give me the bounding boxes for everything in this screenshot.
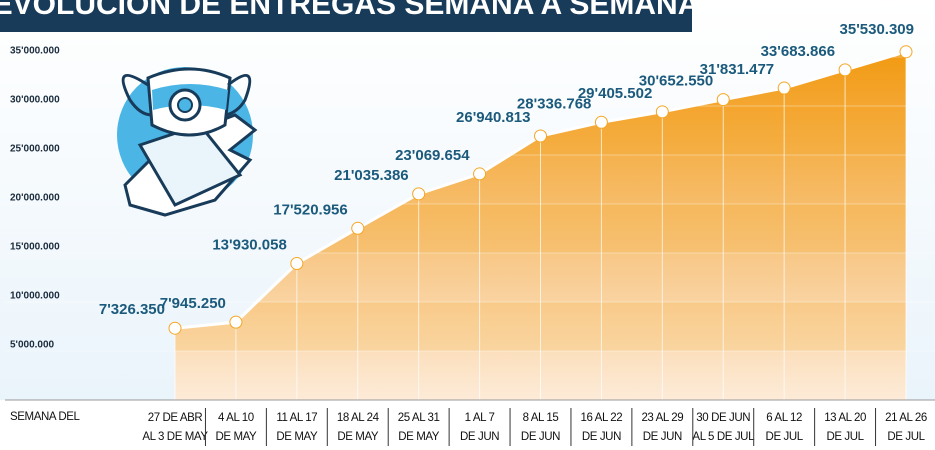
- x-tick-line: DE JUN: [643, 431, 682, 443]
- point: [474, 168, 486, 180]
- x-tick-line: DE JUL: [887, 431, 925, 443]
- chart: 7'326.3507'945.250 13'930.058 17'520.956 21…: [0, 0, 935, 450]
- value-label: 23'069.654: [395, 147, 470, 164]
- y-tick-label: 20'000.000: [10, 193, 60, 204]
- point: [169, 322, 181, 334]
- value-label: 7'945.250: [160, 295, 226, 312]
- x-tick-label: 30 DE JUN AL 5 DE JUL: [692, 412, 755, 443]
- chart-title: EVOLUCIÓN DE ENTREGAS SEMANA A SEMANA: [0, 0, 699, 21]
- point: [413, 188, 425, 200]
- x-tick-line: AL 5 DE JUL: [692, 431, 755, 443]
- x-tick-label: 27 DE ABR AL 3 DE MAY: [142, 412, 208, 443]
- x-tick-line: 27 DE ABR: [148, 412, 203, 424]
- x-tick-line: AL 3 DE MAY: [142, 431, 208, 443]
- x-tick-line: 1 AL 7: [465, 412, 495, 424]
- point: [900, 46, 912, 58]
- point: [352, 222, 364, 234]
- x-tick-label: 4 AL 10 DE MAY: [215, 412, 257, 443]
- x-tick-line: DE JUN: [460, 431, 499, 443]
- x-tick-label: 25 AL 31 DE MAY: [398, 412, 440, 443]
- x-axis-label: SEMANA DEL: [10, 411, 81, 423]
- x-tick-label: 16 AL 22 DE JUN: [581, 412, 623, 443]
- x-tick-line: 23 AL 29: [641, 412, 683, 424]
- point: [595, 116, 607, 128]
- y-tick-label: 10'000.000: [10, 291, 60, 302]
- x-tick-line: DE JUL: [766, 431, 804, 443]
- y-tick-label: 25'000.000: [10, 144, 60, 155]
- point: [656, 106, 668, 118]
- x-tick-line: 6 AL 12: [766, 412, 802, 424]
- value-label: 31'831.477: [700, 61, 774, 78]
- point: [230, 316, 242, 328]
- x-tick-label: 23 AL 29 DE JUN: [641, 412, 683, 443]
- point: [839, 64, 851, 76]
- y-tick-label: 30'000.000: [10, 95, 60, 106]
- x-tick-line: 13 AL 20: [824, 412, 866, 424]
- value-label: 13'930.058: [212, 236, 286, 253]
- x-tick-line: DE JUN: [521, 431, 560, 443]
- value-label: 35'530.309: [840, 21, 914, 38]
- x-tick-line: 16 AL 22: [581, 412, 623, 424]
- x-tick-line: DE MAY: [337, 431, 379, 443]
- x-tick-line: DE MAY: [215, 431, 257, 443]
- value-label: 33'683.866: [761, 43, 835, 60]
- point: [717, 94, 729, 106]
- x-tick-label: 8 AL 15 DE JUN: [521, 412, 560, 443]
- y-tick-label: 5'000.000: [10, 340, 55, 351]
- value-label: 21'035.386: [334, 167, 408, 184]
- x-tick-line: 4 AL 10: [218, 412, 254, 424]
- x-tick-label: 21 AL 26 DE JUL: [885, 412, 927, 443]
- x-tick-label: 13 AL 20 DE JUL: [824, 412, 866, 443]
- x-tick-label: 18 AL 24 DE MAY: [337, 412, 380, 443]
- point: [291, 257, 303, 269]
- x-tick-label: 6 AL 12 DE JUL: [766, 412, 804, 443]
- point: [778, 82, 790, 94]
- x-tick-line: DE JUN: [582, 431, 621, 443]
- y-tick-label: 15'000.000: [10, 242, 60, 253]
- x-tick-line: 8 AL 15: [523, 412, 559, 424]
- x-tick-line: DE MAY: [276, 431, 318, 443]
- x-tick-line: 21 AL 26: [885, 412, 927, 424]
- value-label: 7'326.350: [99, 301, 165, 318]
- x-tick-line: DE JUL: [826, 431, 864, 443]
- x-tick-label: 11 AL 17 DE MAY: [276, 412, 318, 443]
- x-tick-line: 30 DE JUN: [696, 412, 750, 424]
- x-tick-line: 25 AL 31: [398, 412, 440, 424]
- x-tick-line: 18 AL 24: [337, 412, 380, 424]
- y-tick-label: 35'000.000: [10, 46, 60, 57]
- point: [535, 130, 547, 142]
- x-tick-label: 1 AL 7 DE JUN: [460, 412, 499, 443]
- x-tick-line: 11 AL 17: [276, 412, 317, 424]
- value-label: 17'520.956: [273, 201, 347, 218]
- x-tick-line: DE MAY: [398, 431, 440, 443]
